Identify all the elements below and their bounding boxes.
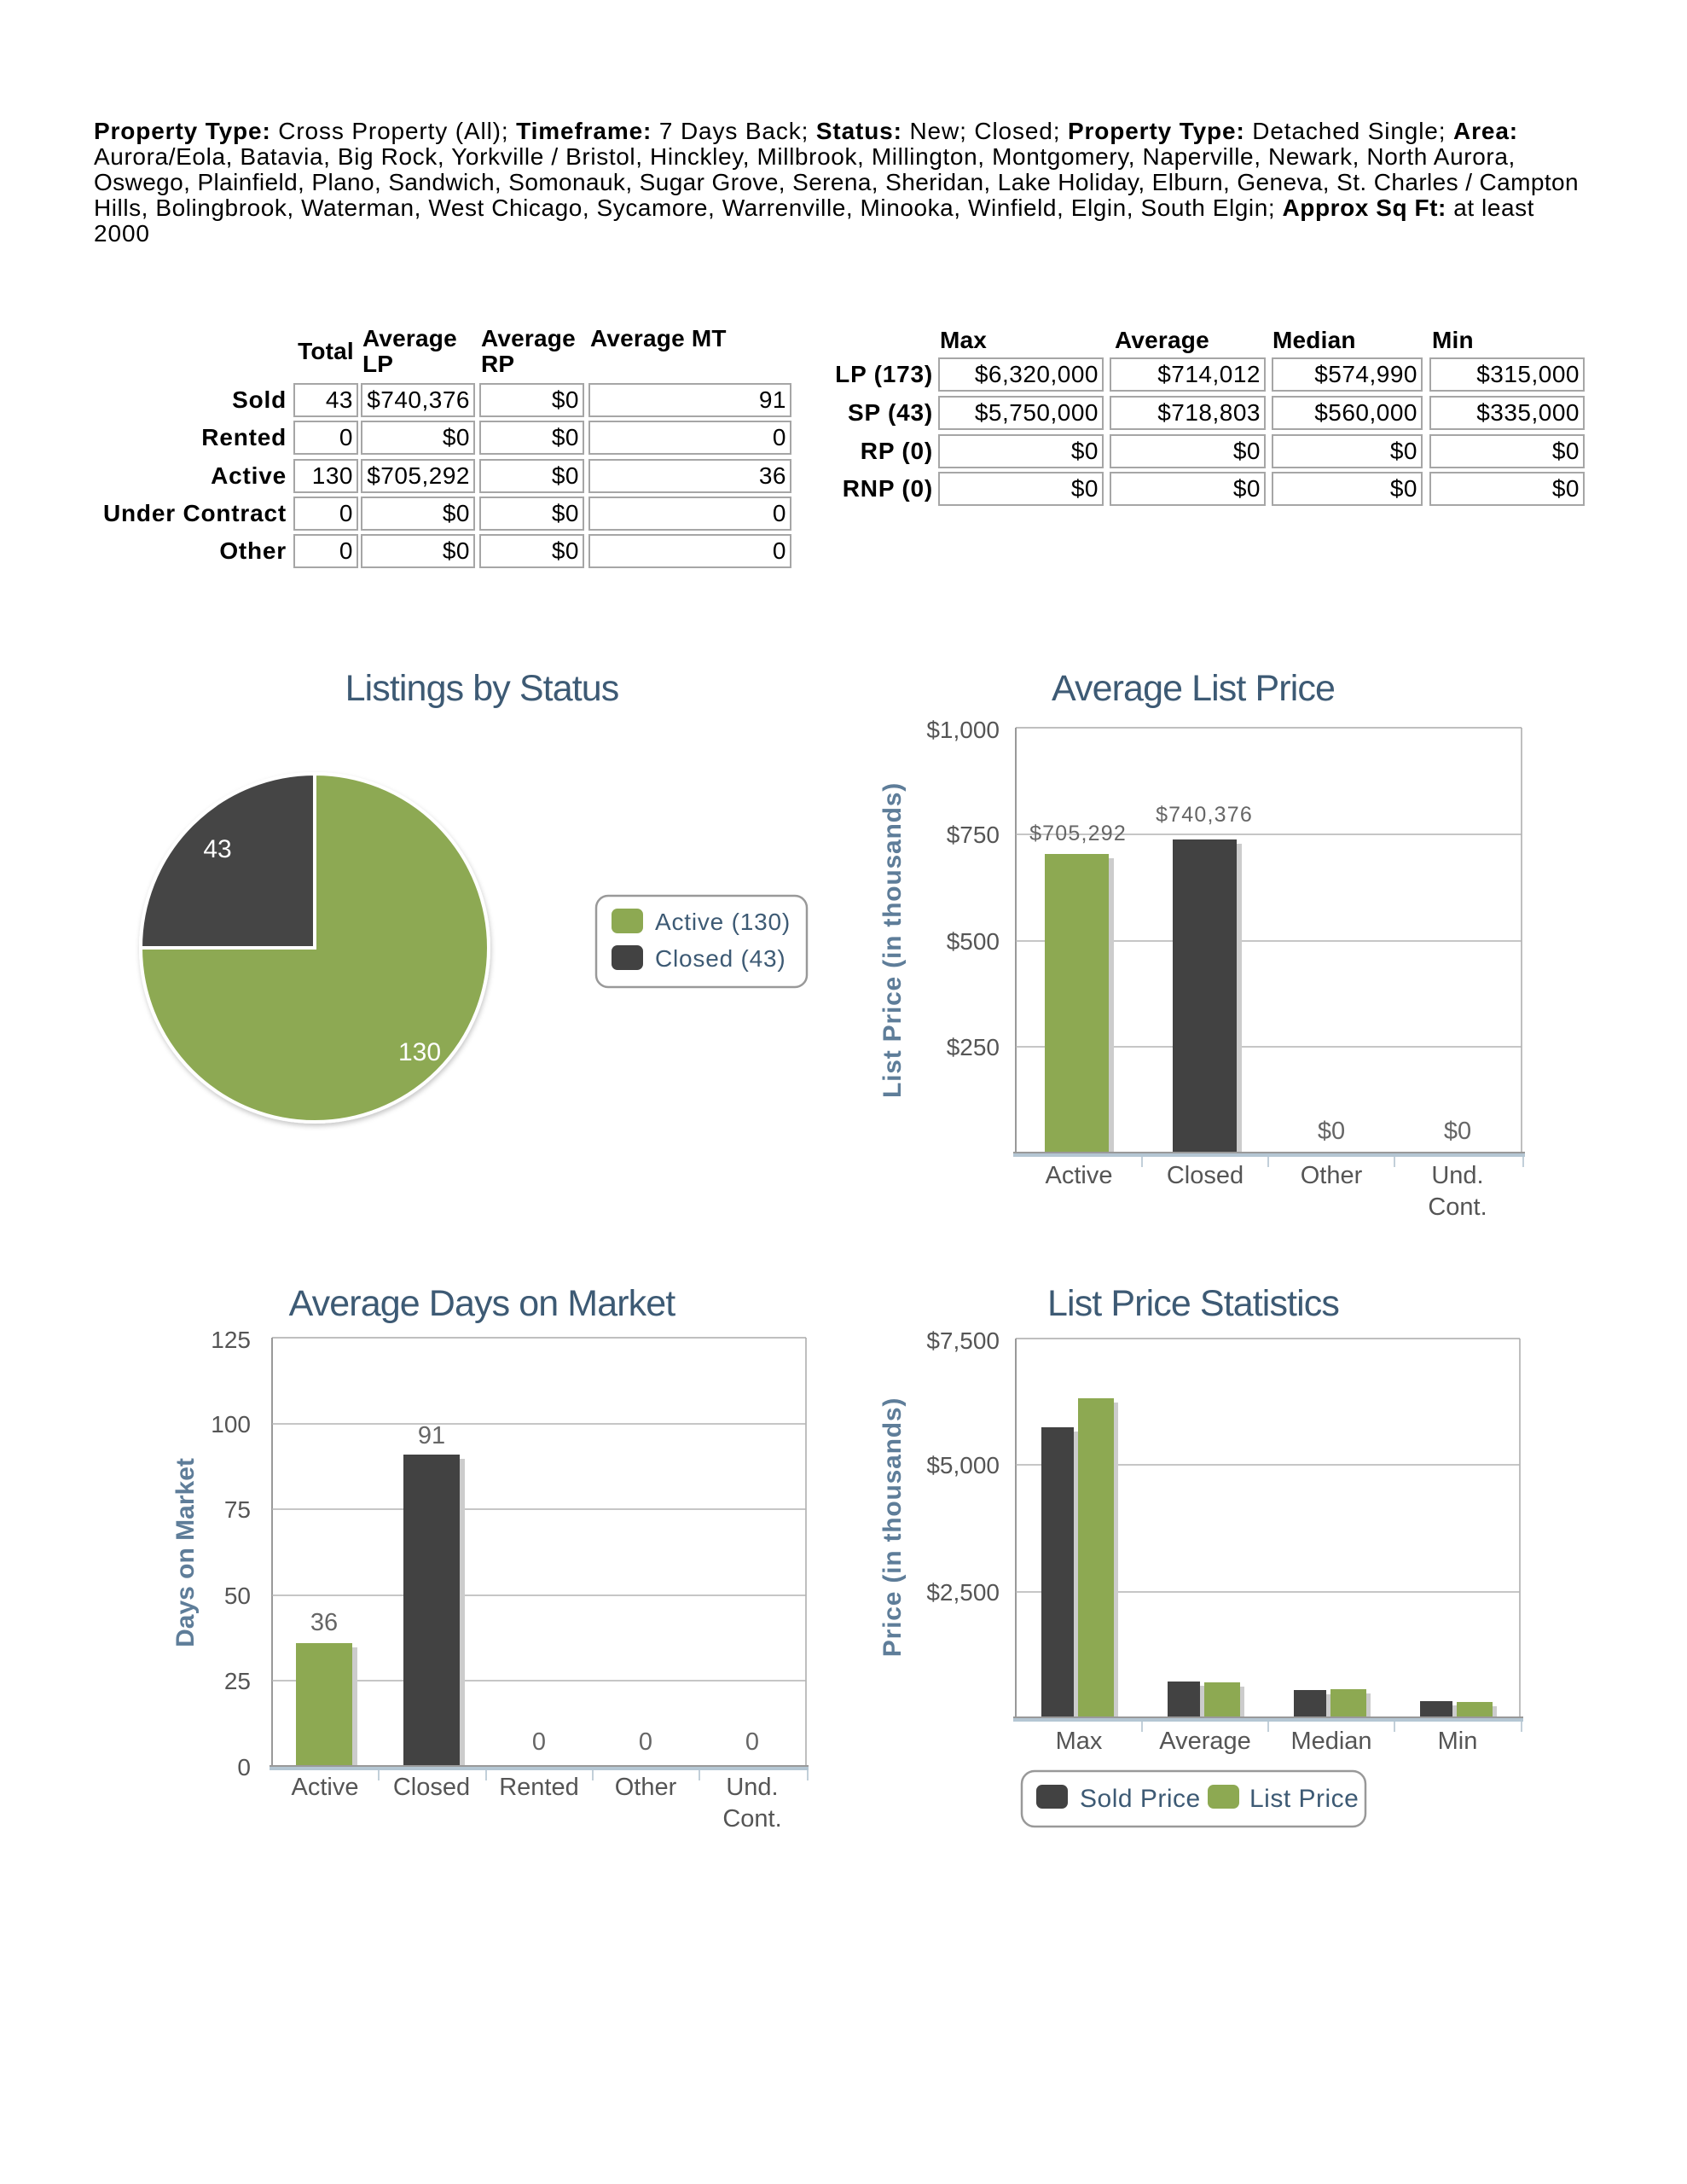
svg-text:Sold Price: Sold Price: [1080, 1785, 1201, 1813]
svg-text:0: 0: [745, 1728, 759, 1756]
svg-text:0: 0: [237, 1754, 251, 1780]
svg-text:Active: Active: [292, 1774, 359, 1801]
svg-text:Und.: Und.: [1431, 1162, 1483, 1189]
svg-text:Average List Price: Average List Price: [1052, 668, 1335, 709]
svg-text:$2,500: $2,500: [926, 1579, 1000, 1606]
svg-text:125: 125: [211, 1327, 251, 1353]
svg-text:Average Days on Market: Average Days on Market: [289, 1283, 676, 1324]
svg-text:Listings by Status: Listings by Status: [345, 668, 619, 709]
svg-text:$7,500: $7,500: [926, 1327, 1000, 1354]
svg-text:Cont.: Cont.: [1428, 1194, 1487, 1221]
svg-text:75: 75: [224, 1496, 251, 1523]
svg-text:List Price Statistics: List Price Statistics: [1047, 1283, 1339, 1324]
svg-text:List Price (in thousands): List Price (in thousands): [878, 782, 907, 1098]
svg-text:$1,000: $1,000: [926, 717, 1000, 743]
svg-text:$705,292: $705,292: [1029, 822, 1127, 845]
svg-text:36: 36: [310, 1609, 338, 1636]
svg-text:Active (130): Active (130): [655, 909, 791, 935]
svg-text:Average: Average: [1159, 1728, 1251, 1755]
svg-text:List Price: List Price: [1249, 1785, 1359, 1813]
svg-text:Max: Max: [1056, 1728, 1103, 1755]
svg-text:Other: Other: [615, 1774, 677, 1801]
svg-text:25: 25: [224, 1668, 251, 1694]
svg-text:Closed (43): Closed (43): [655, 945, 786, 972]
svg-text:Days on Market: Days on Market: [171, 1458, 200, 1647]
svg-text:Closed: Closed: [393, 1774, 470, 1801]
svg-text:91: 91: [418, 1422, 445, 1449]
svg-text:Min: Min: [1438, 1728, 1478, 1755]
svg-text:$0: $0: [1444, 1118, 1471, 1145]
svg-text:Price (in thousands): Price (in thousands): [878, 1397, 907, 1657]
svg-text:Active: Active: [1046, 1162, 1113, 1189]
svg-text:Und.: Und.: [726, 1774, 778, 1801]
svg-text:Median: Median: [1290, 1728, 1371, 1755]
svg-text:130: 130: [398, 1038, 441, 1066]
svg-text:0: 0: [532, 1728, 546, 1756]
svg-text:Closed: Closed: [1167, 1162, 1244, 1189]
svg-text:43: 43: [203, 835, 231, 863]
svg-text:$740,376: $740,376: [1156, 803, 1253, 827]
svg-text:0: 0: [639, 1728, 652, 1756]
svg-text:Cont.: Cont.: [722, 1805, 781, 1833]
svg-text:Rented: Rented: [499, 1774, 579, 1801]
svg-text:$5,000: $5,000: [926, 1452, 1000, 1478]
svg-text:Other: Other: [1301, 1162, 1363, 1189]
svg-text:100: 100: [211, 1411, 251, 1438]
svg-text:$250: $250: [947, 1034, 1000, 1060]
svg-text:$0: $0: [1318, 1118, 1345, 1145]
svg-text:$750: $750: [947, 822, 1000, 848]
svg-text:50: 50: [224, 1583, 251, 1609]
svg-text:$500: $500: [947, 928, 1000, 955]
